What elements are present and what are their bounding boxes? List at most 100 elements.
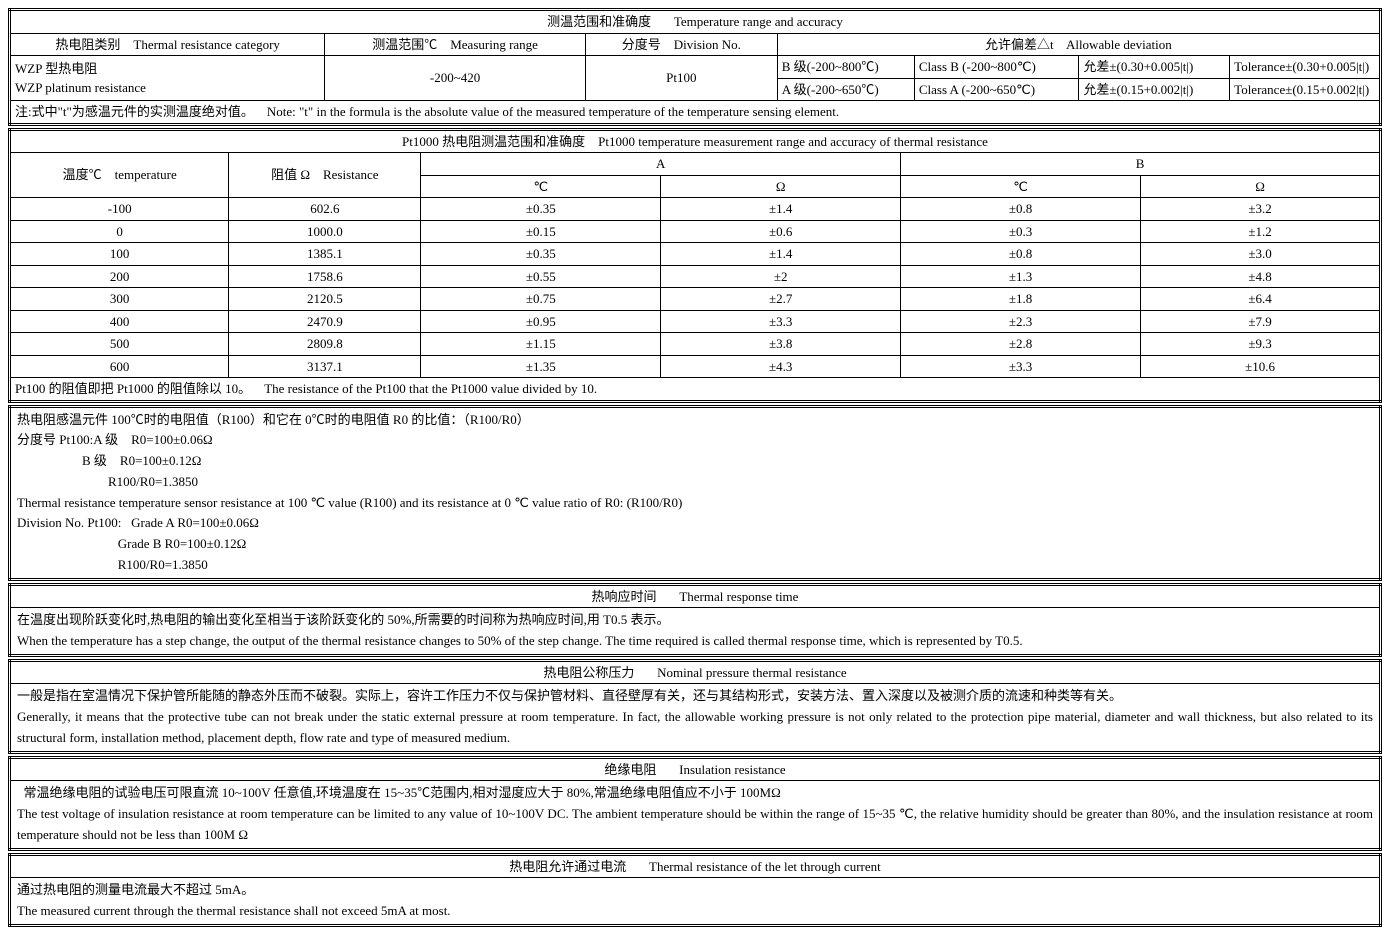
t1-a-cn: A 级(-200~650℃) — [777, 78, 914, 101]
block-nominal-pressure: 热电阻公称压力 Nominal pressure thermal resista… — [8, 659, 1382, 754]
block-thermal-response: 热响应时间 Thermal response time 在温度出现阶跃变化时,热… — [8, 583, 1382, 657]
t2-h-a: A — [421, 153, 901, 176]
table-cell: ±0.15 — [421, 220, 661, 243]
table-cell: ±3.8 — [661, 333, 901, 356]
table-cell: ±6.4 — [1141, 288, 1381, 311]
table-cell: ±0.75 — [421, 288, 661, 311]
ratio-l1: 热电阻感温元件 100℃时的电阻值（R100）和它在 0℃时的电阻值 R0 的比… — [17, 410, 1373, 431]
t2-h-bo: Ω — [1141, 175, 1381, 198]
table-cell: ±0.95 — [421, 310, 661, 333]
t1-h-range: 测温范围℃ Measuring range — [325, 33, 585, 56]
table-cell: ±0.8 — [901, 243, 1141, 266]
table-cell: ±2.8 — [901, 333, 1141, 356]
table-cell: 300 — [10, 288, 229, 311]
t1-a-tol-en: Tolerance±(0.15+0.002|t|) — [1230, 78, 1381, 101]
t2-h-res: 阻值 Ω Resistance — [229, 153, 421, 198]
ratio-l4: R100/R0=1.3850 — [17, 472, 1373, 493]
table-cell: ±0.35 — [421, 198, 661, 221]
table-row: 4002470.9±0.95±3.3±2.3±7.9 — [10, 310, 1381, 333]
block-insulation: 绝缘电阻 Insulation resistance 常温绝缘电阻的试验电压可限… — [8, 756, 1382, 851]
ratio-l8: R100/R0=1.3850 — [17, 555, 1373, 576]
t2-title: Pt1000 热电阻测温范围和准确度 Pt1000 temperature me… — [10, 129, 1381, 153]
table-cell: ±1.2 — [1141, 220, 1381, 243]
table-row: 1001385.1±0.35±1.4±0.8±3.0 — [10, 243, 1381, 266]
t1-category: WZP 型热电阻 WZP platinum resistance — [10, 56, 325, 101]
ratio-body: 热电阻感温元件 100℃时的电阻值（R100）和它在 0℃时的电阻值 R0 的比… — [10, 406, 1381, 579]
thermal-resp-body: 在温度出现阶跃变化时,热电阻的输出变化至相当于该阶跃变化的 50%,所需要的时间… — [10, 608, 1381, 656]
table-cell: 0 — [10, 220, 229, 243]
t1-title-cn: 测温范围和准确度 — [547, 14, 651, 29]
table-row: 2001758.6±0.55±2±1.3±4.8 — [10, 265, 1381, 288]
table-cell: ±1.4 — [661, 198, 901, 221]
table-cell: ±2.7 — [661, 288, 901, 311]
t1-title: 测温范围和准确度 Temperature range and accuracy — [10, 10, 1381, 34]
table-cell: -100 — [10, 198, 229, 221]
t1-a-tol-cn: 允差±(0.15+0.002|t|) — [1079, 78, 1230, 101]
t1-b-tol-cn: 允差±(0.30+0.005|t|) — [1079, 56, 1230, 79]
table-pt1000: Pt1000 热电阻测温范围和准确度 Pt1000 temperature me… — [8, 128, 1382, 403]
t1-b-cn: B 级(-200~800℃) — [777, 56, 914, 79]
table-cell: ±4.3 — [661, 355, 901, 378]
table-cell: ±1.15 — [421, 333, 661, 356]
table-cell: 200 — [10, 265, 229, 288]
t1-title-en: Temperature range and accuracy — [674, 14, 843, 29]
t2-h-ao: Ω — [661, 175, 901, 198]
t2-h-b: B — [901, 153, 1381, 176]
table-cell: ±0.6 — [661, 220, 901, 243]
t1-div: Pt100 — [585, 56, 777, 101]
table-cell: ±2.3 — [901, 310, 1141, 333]
ratio-l5: Thermal resistance temperature sensor re… — [17, 493, 1373, 514]
table-row: 3002120.5±0.75±2.7±1.8±6.4 — [10, 288, 1381, 311]
current-title: 热电阻允许通过电流 Thermal resistance of the let … — [10, 854, 1381, 878]
ratio-l7: Grade B R0=100±0.12Ω — [17, 534, 1373, 555]
t1-h-div: 分度号 Division No. — [585, 33, 777, 56]
block-ratio: 热电阻感温元件 100℃时的电阻值（R100）和它在 0℃时的电阻值 R0 的比… — [8, 405, 1382, 581]
block-current: 热电阻允许通过电流 Thermal resistance of the let … — [8, 853, 1382, 927]
table-cell: 1000.0 — [229, 220, 421, 243]
table-cell: 500 — [10, 333, 229, 356]
insul-body: 常温绝缘电阻的试验电压可限直流 10~100V 任意值,环境温度在 15~35℃… — [10, 781, 1381, 849]
t1-h-category: 热电阻类别 Thermal resistance category — [10, 33, 325, 56]
ratio-l6: Division No. Pt100: Grade A R0=100±0.06Ω — [17, 513, 1373, 534]
thermal-resp-title: 热响应时间 Thermal response time — [10, 584, 1381, 608]
table-cell: ±4.8 — [1141, 265, 1381, 288]
t1-b-en: Class B (-200~800℃) — [914, 56, 1079, 79]
table-row: 01000.0±0.15±0.6±0.3±1.2 — [10, 220, 1381, 243]
table-temp-range-accuracy: 测温范围和准确度 Temperature range and accuracy … — [8, 8, 1382, 126]
insul-title: 绝缘电阻 Insulation resistance — [10, 757, 1381, 781]
ratio-l3: B 级 R0=100±0.12Ω — [17, 451, 1373, 472]
table-cell: ±1.3 — [901, 265, 1141, 288]
table-cell: 1758.6 — [229, 265, 421, 288]
t1-h-dev: 允许偏差△t Allowable deviation — [777, 33, 1380, 56]
t2-h-temp: 温度℃ temperature — [10, 153, 229, 198]
table-cell: 602.6 — [229, 198, 421, 221]
table-cell: ±0.55 — [421, 265, 661, 288]
table-cell: ±3.3 — [901, 355, 1141, 378]
table-row: 6003137.1±1.35±4.3±3.3±10.6 — [10, 355, 1381, 378]
table-cell: 2809.8 — [229, 333, 421, 356]
table-cell: ±9.3 — [1141, 333, 1381, 356]
t1-note: 注:式中"t"为感温元件的实测温度绝对值。 Note: "t" in the f… — [10, 101, 1381, 125]
ratio-l2: 分度号 Pt100:A 级 R0=100±0.06Ω — [17, 430, 1373, 451]
t1-a-en: Class A (-200~650℃) — [914, 78, 1079, 101]
nominal-body: 一般是指在室温情况下保护管所能随的静态外压而不破裂。实际上，容许工作压力不仅与保… — [10, 684, 1381, 752]
table-cell: ±10.6 — [1141, 355, 1381, 378]
t2-h-bc: ℃ — [901, 175, 1141, 198]
current-body: 通过热电阻的测量电流最大不超过 5mA。 The measured curren… — [10, 878, 1381, 926]
table-cell: 400 — [10, 310, 229, 333]
table-cell: ±0.35 — [421, 243, 661, 266]
table-cell: ±3.0 — [1141, 243, 1381, 266]
table-cell: ±3.3 — [661, 310, 901, 333]
nominal-title: 热电阻公称压力 Nominal pressure thermal resista… — [10, 660, 1381, 684]
t1-b-tol-en: Tolerance±(0.30+0.005|t|) — [1230, 56, 1381, 79]
table-cell: 2120.5 — [229, 288, 421, 311]
table-cell: 3137.1 — [229, 355, 421, 378]
table-cell: 1385.1 — [229, 243, 421, 266]
table-cell: ±7.9 — [1141, 310, 1381, 333]
t1-range: -200~420 — [325, 56, 585, 101]
table-cell: ±2 — [661, 265, 901, 288]
t2-foot: Pt100 的阻值即把 Pt1000 的阻值除以 10。 The resista… — [10, 378, 1381, 402]
table-cell: ±0.3 — [901, 220, 1141, 243]
table-cell: ±3.2 — [1141, 198, 1381, 221]
table-cell: ±0.8 — [901, 198, 1141, 221]
